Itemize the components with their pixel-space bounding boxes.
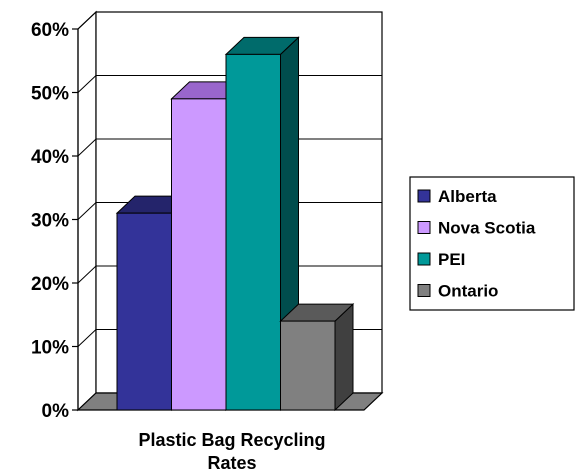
legend: Alberta Nova Scotia PEI Ontario (409, 176, 575, 311)
x-axis-label: Plastic Bag Recycling Rates (138, 430, 325, 473)
y-tick-label: 40% (31, 147, 69, 168)
y-tick-label: 60% (31, 20, 69, 41)
bars (115, 36, 355, 412)
bar-side (334, 302, 354, 412)
legend-swatch (417, 252, 431, 266)
y-tick-label: 50% (31, 84, 69, 105)
legend-label: Alberta (438, 187, 497, 206)
legend-swatch (417, 189, 431, 203)
y-tick-label: 20% (31, 274, 69, 295)
legend-swatch (417, 221, 431, 234)
y-tick-label: 30% (31, 211, 69, 232)
x-axis-label-line-2: Rates (207, 453, 256, 473)
bar-front (116, 212, 172, 411)
gridline (77, 11, 382, 30)
bar-front (171, 98, 227, 411)
legend-label: Nova Scotia (438, 219, 536, 238)
x-axis-label-line-1: Plastic Bag Recycling (138, 430, 325, 450)
legend-box (409, 176, 575, 311)
legend-swatch (417, 284, 431, 297)
legend-label: Ontario (438, 282, 498, 301)
y-axis-ticks: 0% 10% 20% 30% 40% 50% 60% (31, 20, 79, 422)
y-tick-label: 0% (42, 401, 70, 422)
y-tick-label: 10% (31, 338, 69, 359)
bar-ontario (279, 302, 355, 412)
legend-label: PEI (438, 250, 465, 269)
bar-front (225, 53, 281, 411)
bar-front (280, 320, 336, 411)
